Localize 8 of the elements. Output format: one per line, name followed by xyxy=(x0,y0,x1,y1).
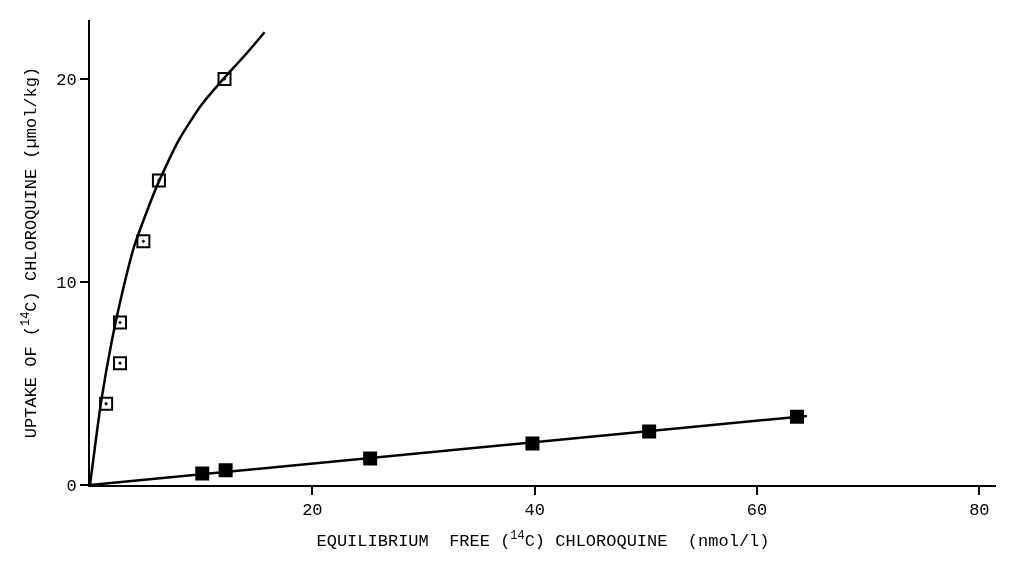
y-tick-label: 20 xyxy=(56,70,77,90)
x-tick-label: 80 xyxy=(969,501,990,521)
x-tick-label: 60 xyxy=(746,501,768,521)
y-tick-label: 0 xyxy=(66,476,77,496)
x-tick-label: 20 xyxy=(302,501,323,521)
x-axis-title: EQUILIBRIUM FREE ($^{14}$C) CHLOROQUINE (nmol/l) xyxy=(316,529,770,552)
y-tick-label: 10 xyxy=(56,273,77,293)
x-tick-label: 40 xyxy=(524,501,545,521)
